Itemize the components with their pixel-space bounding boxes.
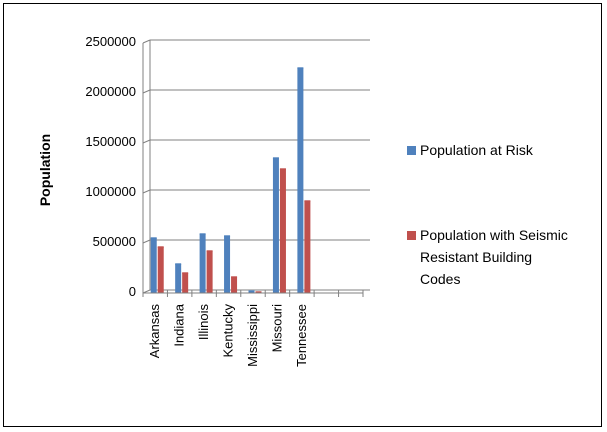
y-tick-label: 2500000: [85, 34, 136, 49]
bar-with-codes-kentucky: [231, 277, 238, 293]
y-tick-label: 1500000: [85, 134, 136, 149]
x-tick-label: Kentucky: [221, 304, 236, 358]
gridlines: [142, 39, 370, 294]
gridline-depth: [142, 189, 151, 194]
bar-top: [231, 276, 238, 278]
bar-top: [150, 237, 157, 239]
y-tick-labels: 0 500000 1000000 1500000 2000000 2500000: [85, 34, 136, 299]
legend: Population at Risk Population with Seismi…: [407, 142, 568, 287]
gridline-depth: [142, 89, 151, 94]
bar-with-codes-missouri: [279, 169, 286, 293]
bar-top: [157, 246, 164, 248]
x-tick-label: Mississippi: [245, 304, 260, 367]
bar-at-risk-tennessee: [297, 68, 304, 293]
bar-with-codes-indiana: [182, 273, 189, 293]
x-tick-labels: Arkansas Indiana Illinois Kentucky Mississip…: [147, 303, 309, 367]
x-tick-label: Indiana: [172, 303, 187, 346]
bar-at-risk-arkansas: [150, 238, 157, 293]
bar-at-risk-indiana: [175, 264, 182, 293]
bar-top: [255, 291, 262, 293]
bar-at-risk-kentucky: [224, 236, 231, 293]
y-axis-label: Population: [37, 134, 53, 206]
gridline-depth: [142, 239, 151, 244]
bar-top: [182, 272, 189, 274]
legend-label: Resistant Building: [420, 249, 532, 265]
legend-label: Population with Seismic: [420, 227, 568, 243]
bar-at-risk-missouri: [272, 158, 279, 293]
bar-at-risk-illinois: [199, 234, 206, 293]
bar-top: [279, 168, 286, 170]
gridline-depth: [142, 139, 151, 144]
axes: [142, 40, 364, 297]
bar-top: [206, 250, 213, 252]
y-tick-label: 500000: [93, 234, 136, 249]
bar-top: [224, 235, 231, 237]
x-tick-label: Missouri: [269, 304, 284, 353]
y-tick-label: 0: [129, 284, 136, 299]
legend-label: Population at Risk: [420, 142, 534, 158]
bar-top: [199, 233, 206, 235]
legend-swatch: [407, 231, 416, 240]
bar-top: [304, 200, 311, 202]
bar-top: [297, 67, 304, 69]
bar-top: [248, 290, 255, 292]
legend-label: Codes: [420, 271, 460, 287]
bar-top: [272, 157, 279, 159]
gridline-depth: [142, 39, 151, 44]
bar-with-codes-arkansas: [157, 247, 164, 293]
x-tick-label: Tennessee: [294, 304, 309, 367]
bar-top: [175, 263, 182, 265]
y-tick-label: 2000000: [85, 84, 136, 99]
bar-with-codes-illinois: [206, 251, 213, 293]
x-tick-label: Arkansas: [147, 304, 162, 359]
legend-swatch: [407, 146, 416, 155]
bars: [150, 67, 311, 293]
x-tick-label: Illinois: [196, 304, 211, 341]
bar-with-codes-tennessee: [304, 201, 311, 293]
y-tick-label: 1000000: [85, 184, 136, 199]
